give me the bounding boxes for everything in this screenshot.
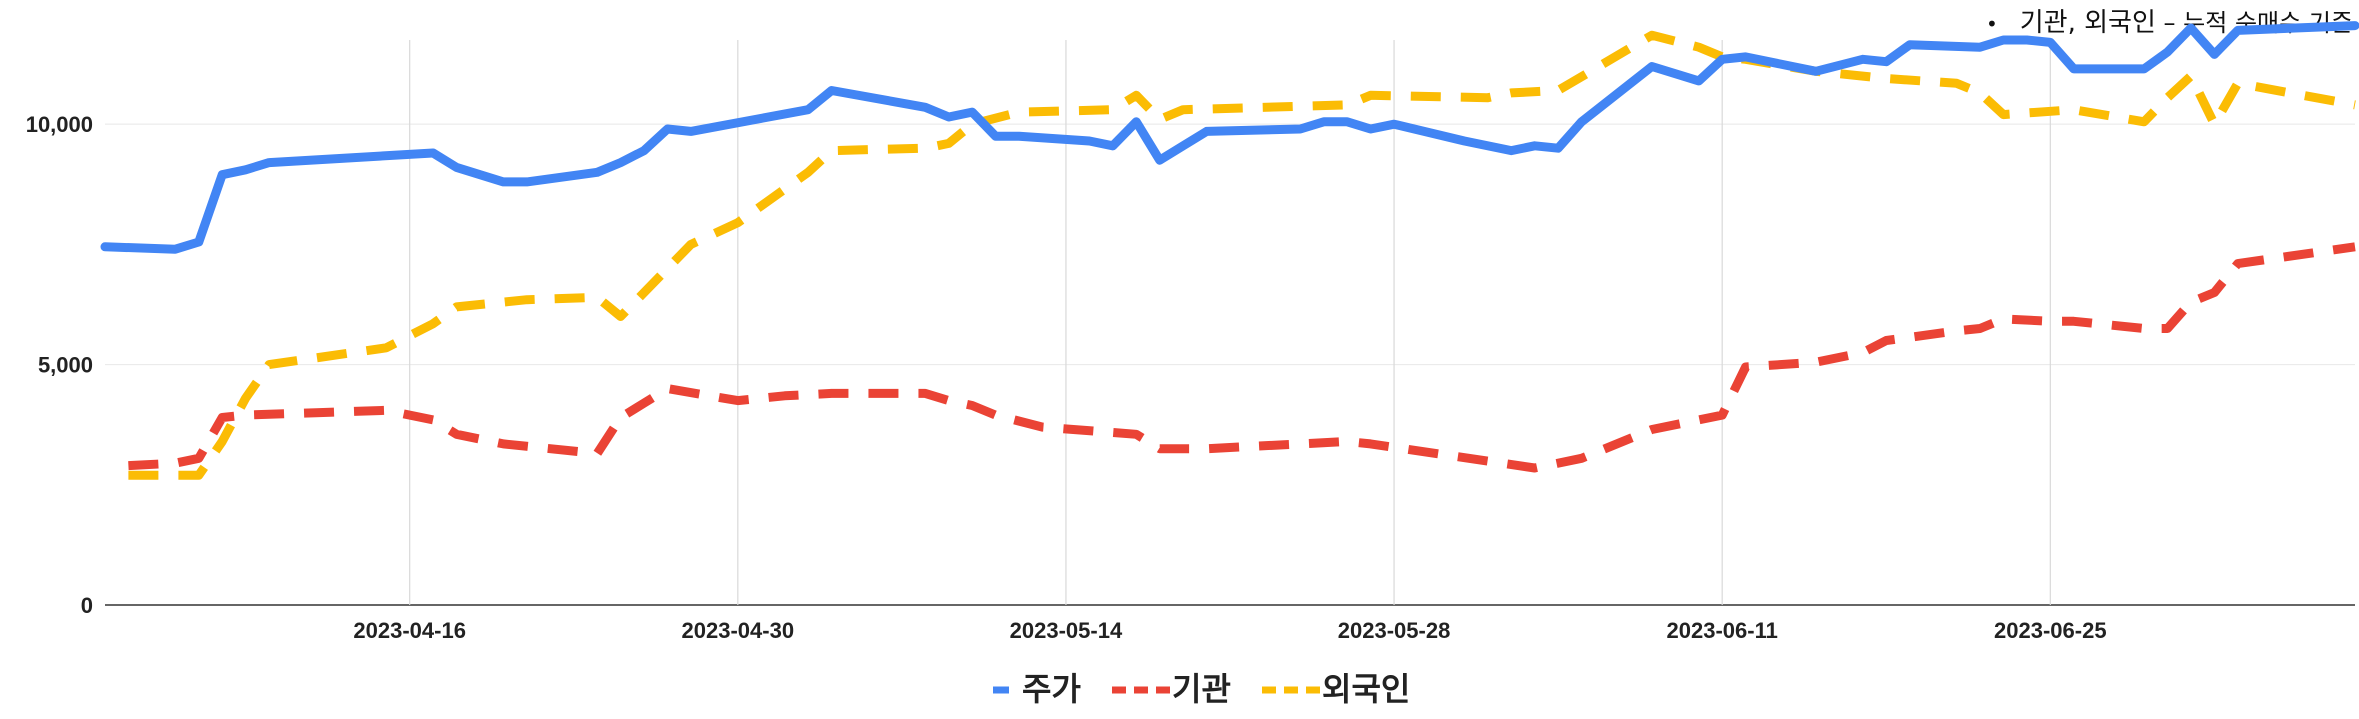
series-layer <box>100 21 2359 480</box>
annotation-main: 기관, 외국인 <box>2019 8 2156 38</box>
legend-label-1: 주가 <box>1022 670 1081 708</box>
grid-layer <box>105 40 2355 606</box>
x-tick-label: 2023-06-25 <box>1994 618 2107 643</box>
chart-annotation: • 기관, 외국인 – 누적 순매수 기준 <box>1986 2 2353 39</box>
x-tick-label: 2023-05-14 <box>1010 618 1123 643</box>
x-tick-label: 2023-04-30 <box>682 618 795 643</box>
series-line-1 <box>100 21 2359 254</box>
annotation-dash: – <box>2155 9 2184 37</box>
y-axis: 0 5,000 10,000 <box>26 112 93 618</box>
series-line-2 <box>128 242 2356 473</box>
annotation-bullet: • <box>1985 11 1998 36</box>
series-line-3 <box>128 30 2356 480</box>
x-axis: 2023-04-16 2023-04-30 2023-05-14 2023-05-28… <box>353 618 2106 643</box>
y-tick-label: 0 <box>81 593 93 618</box>
y-tick-label: 10,000 <box>26 112 93 137</box>
y-tick-label: 5,000 <box>38 353 93 378</box>
legend-label-3: 외국인 <box>1322 670 1410 708</box>
x-tick-label: 2023-04-16 <box>353 618 466 643</box>
x-tick-label: 2023-05-28 <box>1338 618 1451 643</box>
legend: 주가 기관 외국인 <box>993 670 1410 708</box>
x-tick-label: 2023-06-11 <box>1667 618 1778 643</box>
legend-label-2: 기관 <box>1172 670 1231 708</box>
